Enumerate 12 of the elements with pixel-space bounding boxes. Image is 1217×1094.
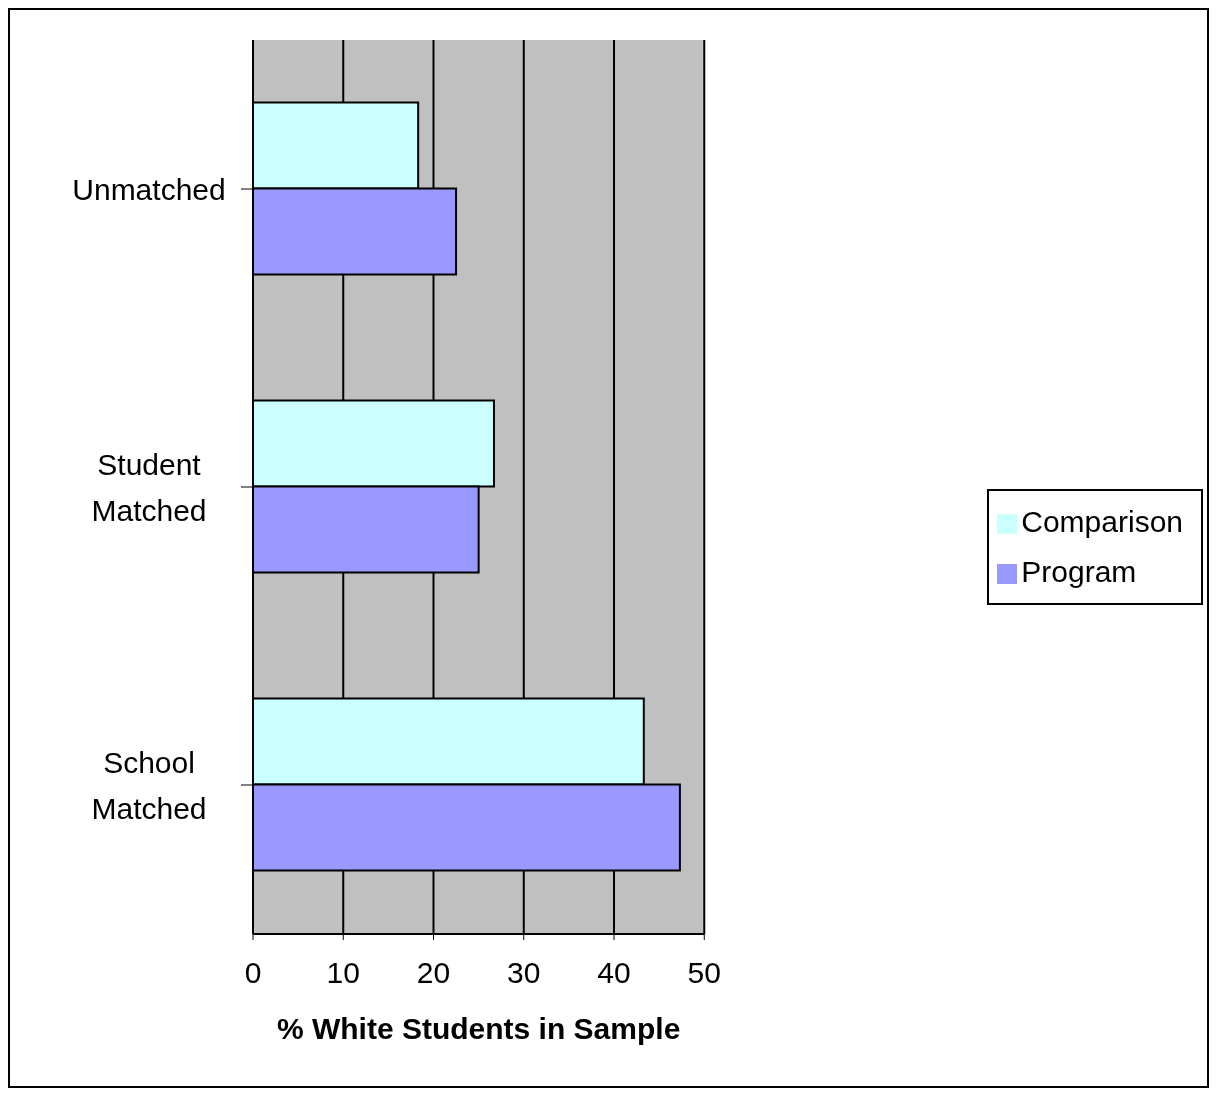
x-tick-label: 10: [326, 956, 360, 990]
x-tick-label: 0: [244, 956, 262, 990]
legend-label: Comparison: [1021, 505, 1183, 538]
y-tick-label: Unmatched: [72, 172, 226, 206]
x-tick-label: 30: [507, 956, 541, 990]
x-tick-label: 50: [687, 956, 721, 990]
y-tick-label: Student Matched: [91, 447, 207, 527]
x-tick-label: 40: [597, 956, 631, 990]
legend-label: Program: [1021, 555, 1137, 588]
y-tick-label: School Matched: [91, 745, 207, 825]
x-tick-label: 20: [416, 956, 451, 990]
x-axis-title: % White Students in Sample: [276, 1012, 681, 1045]
